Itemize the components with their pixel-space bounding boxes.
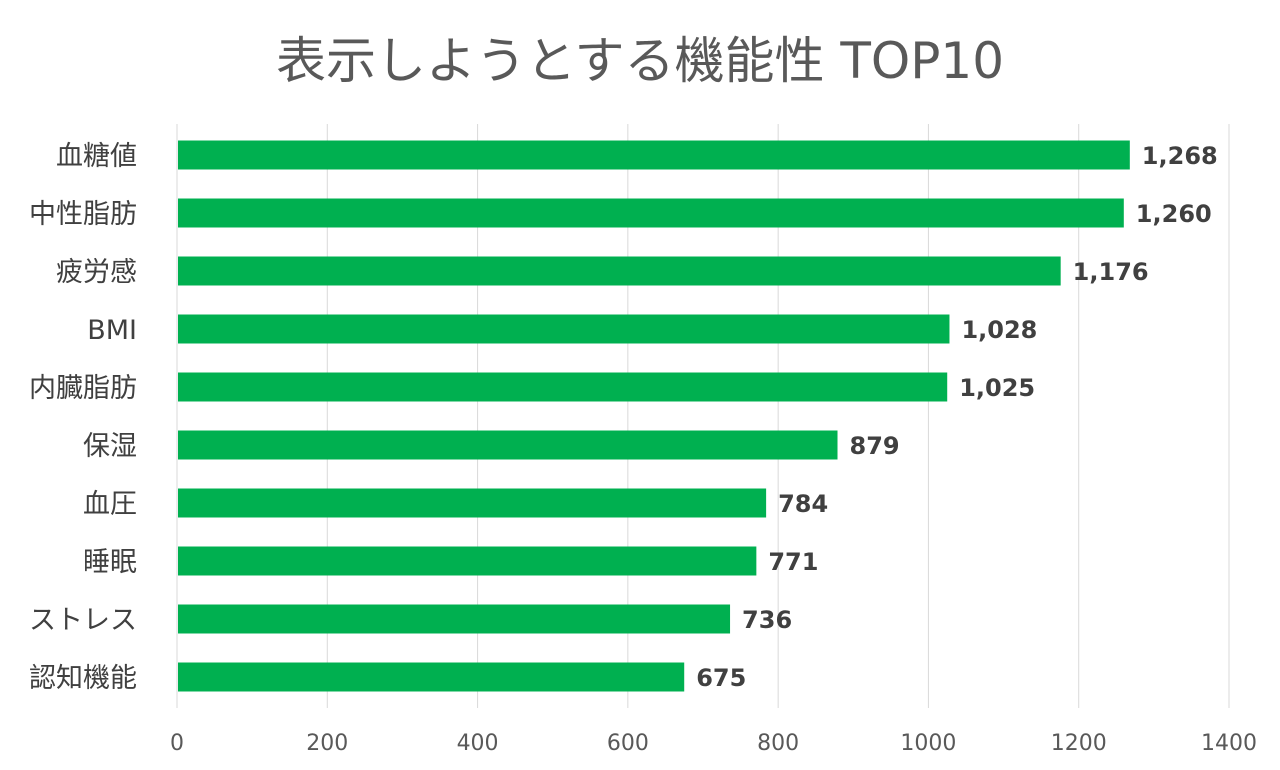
data-label: 736 [742,606,792,634]
bar [178,314,950,344]
bar [178,372,948,402]
category-label: 中性脂肪 [29,199,137,230]
bar [178,604,731,634]
bars [178,140,1130,692]
data-label: 784 [778,490,828,518]
x-tick-label: 1200 [1051,731,1107,756]
data-label: 675 [696,664,746,692]
x-axis-tick-labels: 0 200 400 600 800 1000 1200 1400 [170,731,1257,756]
category-label: BMI [87,315,137,346]
x-tick-label: 400 [457,731,499,756]
category-label: 認知機能 [29,663,137,694]
x-tick-label: 600 [607,731,649,756]
data-label: 879 [850,432,900,460]
bar [178,140,1130,170]
category-label: 内臓脂肪 [29,373,137,404]
category-label: 血圧 [83,489,137,520]
category-label: 睡眠 [83,547,137,578]
data-labels: 1,268 1,260 1,176 1,028 1,025 879 784 771 736 675 [696,142,1218,692]
x-tick-label: 1400 [1201,731,1257,756]
bar [178,198,1124,228]
x-tick-label: 200 [306,731,348,756]
category-label: 疲労感 [56,257,137,288]
bar [178,430,838,460]
bar [178,546,757,576]
x-tick-label: 0 [170,731,184,756]
data-label: 1,268 [1142,142,1218,170]
data-label: 771 [768,548,818,576]
x-tick-label: 800 [757,731,799,756]
data-label: 1,025 [959,374,1035,402]
data-label: 1,176 [1073,258,1149,286]
bar [178,488,767,518]
category-label: ストレス [29,605,137,636]
bar [178,662,685,692]
chart-title: 表示しようとする機能性 TOP10 [276,32,1004,90]
bar [178,256,1061,286]
category-label: 血糖値 [56,141,137,172]
data-label: 1,260 [1136,200,1212,228]
category-label: 保湿 [83,431,137,462]
data-label: 1,028 [961,316,1037,344]
x-tick-label: 1000 [900,731,956,756]
